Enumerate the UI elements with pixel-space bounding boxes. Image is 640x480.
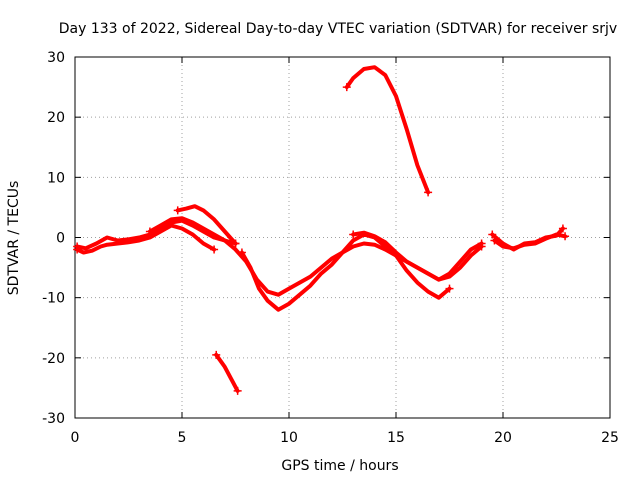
series-point-arc-8-start	[349, 230, 358, 239]
series-point-arc-5-end	[445, 284, 454, 293]
y-tick-label: 10	[47, 170, 65, 186]
grid-lines	[75, 57, 610, 418]
y-tick-label: -30	[42, 411, 65, 427]
series-arc-1	[75, 223, 217, 255]
series-arc-8	[351, 230, 484, 282]
x-tick-label: 0	[71, 430, 80, 446]
y-tick-label: 0	[56, 231, 65, 247]
series-arc-4	[175, 204, 238, 246]
series-point-arc-1-end	[210, 245, 219, 254]
y-axis-label: SDTVAR / TECUs	[6, 181, 22, 296]
series-point-arc-4-end	[231, 239, 240, 248]
y-tick-label: 20	[47, 110, 65, 126]
series-arc-6	[214, 352, 240, 393]
x-axis-label: GPS time / hours	[281, 458, 398, 474]
series-point-arc-10-end	[561, 232, 570, 241]
series-point-arc-7-start	[342, 83, 351, 92]
series-point-arc-9-end	[558, 224, 567, 233]
y-tick-label: -20	[42, 351, 65, 367]
series-point-arc-9-start	[488, 230, 497, 239]
series-point-arc-2-start	[73, 242, 82, 251]
y-tick-labels: -30 -20 -10 0 10 20 30	[42, 50, 65, 427]
x-tick-label: 15	[387, 430, 405, 446]
series-point-arc-7-end	[424, 188, 433, 197]
x-tick-labels: 0 5 10 15 20 25	[71, 430, 619, 446]
y-tick-label: -10	[42, 291, 65, 307]
series-point-arc-6-end	[233, 386, 242, 395]
y-tick-label: 30	[47, 50, 65, 66]
series-point-arc-8-end	[477, 242, 486, 251]
series-point-arc-6-start	[212, 350, 221, 359]
series-point-arc-3-start	[145, 227, 154, 236]
axis-ticks	[74, 56, 611, 419]
data-series	[73, 65, 570, 395]
x-tick-label: 10	[280, 430, 298, 446]
series-arc-7	[344, 65, 431, 195]
series-arc-10	[492, 232, 568, 251]
chart-title: Day 133 of 2022, Sidereal Day-to-day VTE…	[59, 21, 617, 37]
series-arc-2	[75, 218, 238, 251]
x-tick-label: 25	[601, 430, 619, 446]
series-point-arc-4-start	[173, 206, 182, 215]
series-point-arc-5-start	[237, 248, 246, 257]
series-point-arc-10-start	[490, 236, 499, 245]
x-tick-label: 20	[494, 430, 512, 446]
series-arc-5	[239, 232, 452, 312]
x-tick-label: 5	[178, 430, 187, 446]
